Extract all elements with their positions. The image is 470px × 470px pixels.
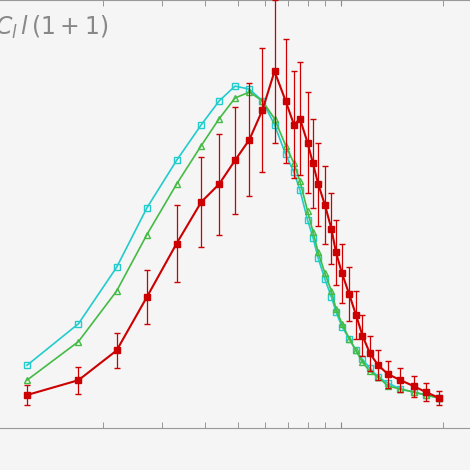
Text: $C_l\,l\,(1+1)$: $C_l\,l\,(1+1)$: [0, 14, 109, 41]
